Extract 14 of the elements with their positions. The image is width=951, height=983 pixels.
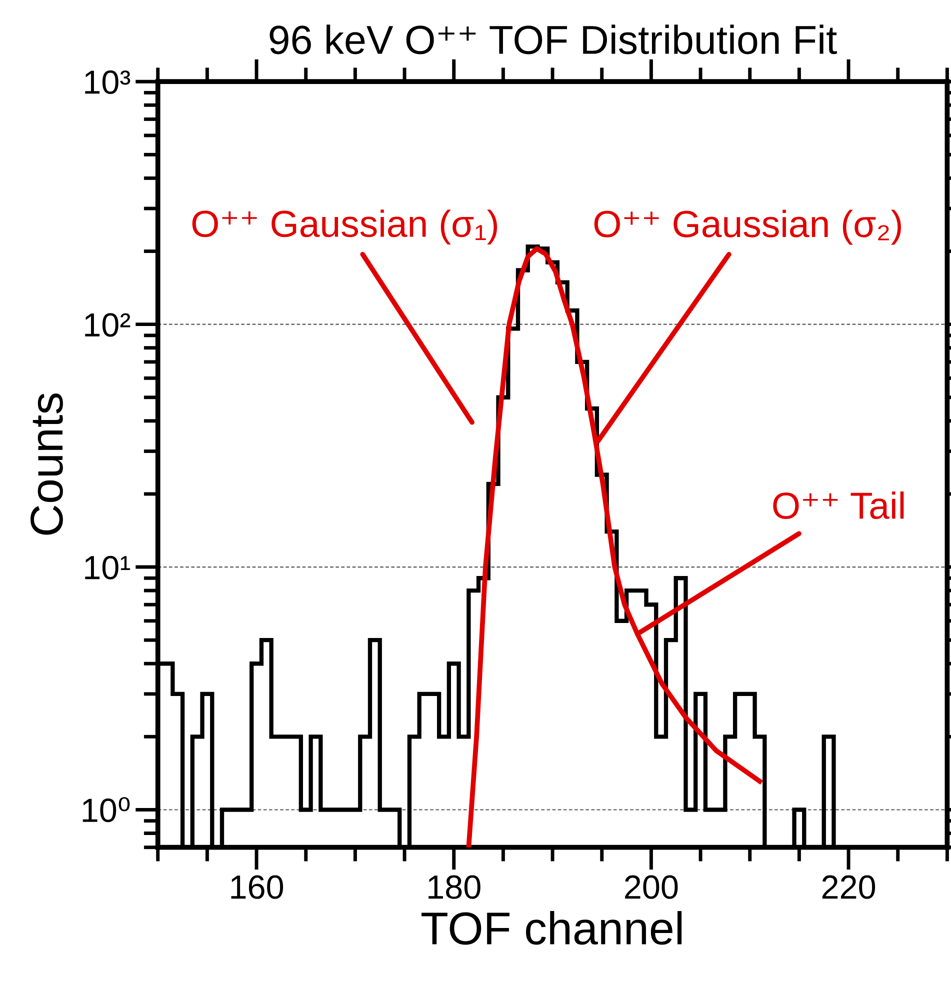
x-tick-label: 180	[428, 875, 480, 899]
x-tick-label: 160	[231, 875, 284, 899]
y-tick-label: 10³	[85, 70, 130, 94]
annotation: O⁺⁺ Tail	[773, 491, 904, 520]
x-tick-label: 200	[625, 875, 678, 899]
x-tick-label: 220	[822, 875, 876, 899]
chart-title: 96 keV O⁺⁺ TOF Distribution Fit	[270, 24, 837, 54]
annotation: O⁺⁺ Gaussian (σ₁)	[192, 210, 498, 245]
y-tick-label: 10²	[85, 313, 130, 337]
annotation: O⁺⁺ Gaussian (σ₂)	[594, 210, 901, 245]
x-axis-title: TOF channel	[422, 911, 682, 945]
y-tick-label: 10¹	[85, 556, 130, 580]
y-axis-title: Counts	[30, 394, 63, 535]
y-tick-label: 10⁰	[82, 797, 130, 822]
